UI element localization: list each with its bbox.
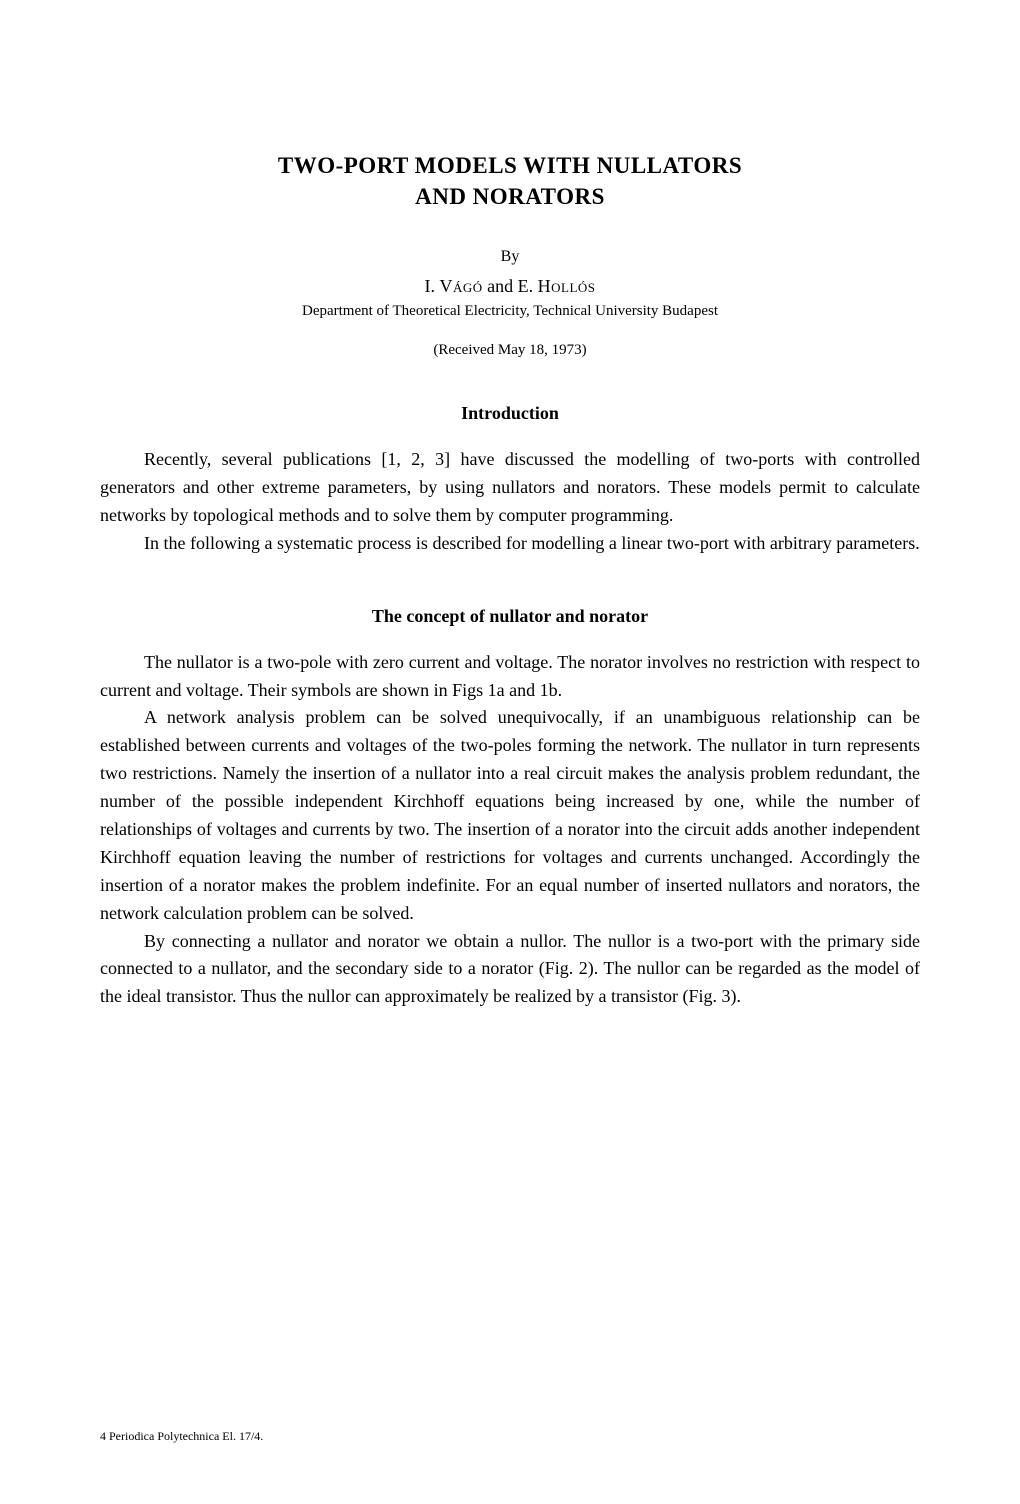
- author-1-surname: Vágó: [439, 276, 482, 296]
- title-line-2: AND NORATORS: [415, 184, 605, 209]
- page-footer: 4 Periodica Polytechnica El. 17/4.: [100, 1429, 263, 1444]
- section-1-para-1: Recently, several publications [1, 2, 3]…: [100, 446, 920, 530]
- paper-title: TWO-PORT MODELS WITH NULLATORS AND NORAT…: [100, 150, 920, 212]
- title-line-1: TWO-PORT MODELS WITH NULLATORS: [278, 153, 742, 178]
- section-2-para-3: By connecting a nullator and norator we …: [100, 928, 920, 1012]
- section-2-para-2: A network analysis problem can be solved…: [100, 704, 920, 927]
- section-heading-introduction: Introduction: [100, 403, 920, 424]
- department: Department of Theoretical Electricity, T…: [100, 303, 920, 320]
- authors: I. Vágó and E. Hollós: [100, 276, 920, 297]
- section-2-body: The nullator is a two-pole with zero cur…: [100, 649, 920, 1012]
- section-2-para-1: The nullator is a two-pole with zero cur…: [100, 649, 920, 705]
- section-heading-concept: The concept of nullator and norator: [100, 606, 920, 627]
- section-1-para-2: In the following a systematic process is…: [100, 530, 920, 558]
- received-date: (Received May 18, 1973): [100, 342, 920, 359]
- byline: By: [100, 248, 920, 266]
- author-2-surname: Hollós: [538, 276, 596, 296]
- section-1-body: Recently, several publications [1, 2, 3]…: [100, 446, 920, 558]
